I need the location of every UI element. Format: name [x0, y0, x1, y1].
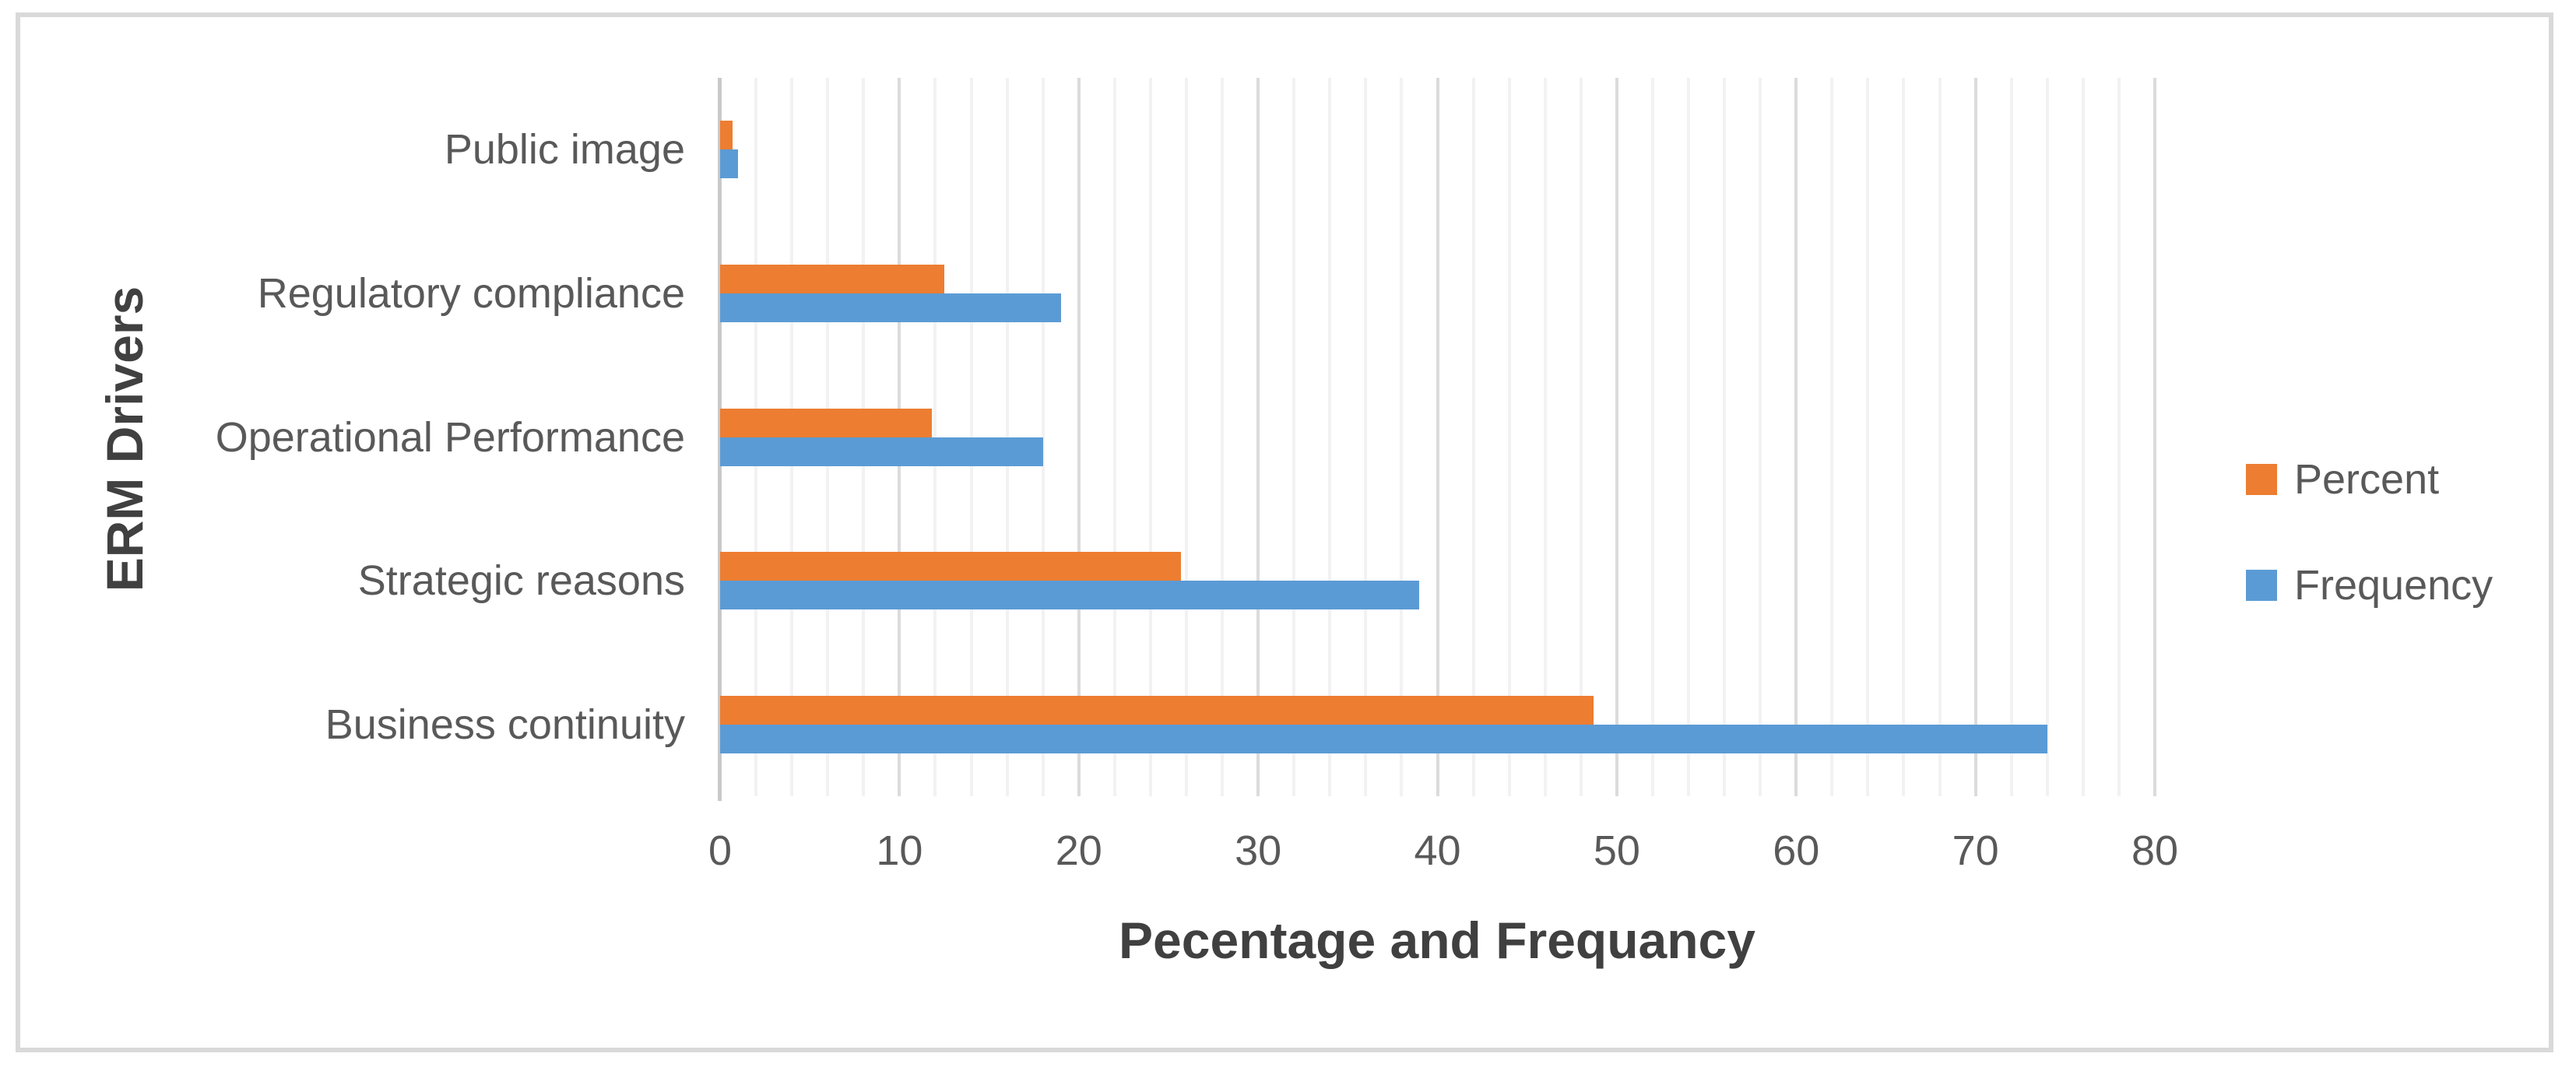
minor-gridline-44	[1507, 78, 1511, 796]
minor-gridline-68	[1938, 78, 1942, 796]
major-gridline-30	[1256, 78, 1260, 796]
minor-gridline-54	[1687, 78, 1691, 796]
tick-label-0: 0	[708, 827, 733, 874]
bar-percent-business-continuity	[720, 695, 1594, 725]
minor-gridline-42	[1471, 78, 1475, 796]
legend-label-percent: Percent	[2294, 456, 2440, 503]
category-label-public-image: Public image	[444, 126, 685, 174]
minor-gridline-18	[1041, 78, 1045, 796]
legend-label-frequency: Frequency	[2294, 562, 2493, 609]
bar-frequency-operational-performance	[720, 437, 1043, 466]
y-axis-title: ERM Drivers	[96, 286, 153, 592]
chart-frame-border	[16, 12, 2553, 1052]
tick-label-70: 70	[1952, 827, 1999, 874]
minor-gridline-76	[2081, 78, 2085, 796]
minor-gridline-38	[1400, 78, 1404, 796]
minor-gridline-78	[2117, 78, 2121, 796]
legend: Percent Frequency	[2246, 455, 2493, 609]
minor-gridline-36	[1364, 78, 1368, 796]
legend-entry-percent: Percent	[2246, 455, 2493, 504]
minor-gridline-48	[1579, 78, 1583, 796]
minor-gridline-72	[2009, 78, 2013, 796]
bar-percent-strategic-reasons	[720, 552, 1182, 581]
tick-label-40: 40	[1414, 827, 1461, 874]
category-label-regulatory-compliance: Regulatory compliance	[257, 269, 685, 317]
major-gridline-50	[1615, 78, 1618, 796]
minor-gridline-28	[1221, 78, 1225, 796]
bar-frequency-strategic-reasons	[720, 581, 1420, 610]
bar-percent-public-image	[720, 121, 733, 150]
major-gridline-80	[2153, 78, 2156, 796]
minor-gridline-64	[1866, 78, 1870, 796]
minor-gridline-26	[1184, 78, 1188, 796]
tick-label-60: 60	[1773, 827, 1820, 874]
bar-percent-regulatory-compliance	[720, 264, 944, 293]
bar-frequency-business-continuity	[720, 724, 2047, 753]
minor-gridline-32	[1292, 78, 1296, 796]
category-label-business-continuity: Business continuity	[325, 701, 685, 748]
tick-label-50: 50	[1593, 827, 1640, 874]
category-label-strategic-reasons: Strategic reasons	[357, 557, 685, 605]
tick-label-20: 20	[1055, 827, 1102, 874]
bar-frequency-regulatory-compliance	[720, 293, 1061, 322]
major-gridline-40	[1436, 78, 1439, 796]
legend-swatch-frequency	[2246, 570, 2277, 601]
tick-label-10: 10	[876, 827, 923, 874]
bar-percent-operational-performance	[720, 408, 932, 437]
minor-gridline-52	[1650, 78, 1654, 796]
x-axis-title: Pecentage and Frequancy	[1119, 911, 1755, 969]
minor-gridline-46	[1543, 78, 1547, 796]
minor-gridline-74	[2045, 78, 2049, 796]
minor-gridline-24	[1148, 78, 1152, 796]
major-gridline-60	[1794, 78, 1798, 796]
major-gridline-70	[1973, 78, 1977, 796]
minor-gridline-56	[1723, 78, 1727, 796]
minor-gridline-58	[1759, 78, 1762, 796]
legend-entry-frequency: Frequency	[2246, 561, 2493, 609]
major-gridline-20	[1077, 78, 1081, 796]
legend-swatch-percent	[2246, 464, 2277, 495]
category-axis-line	[718, 78, 722, 801]
tick-label-80: 80	[2131, 827, 2179, 874]
category-label-operational-performance: Operational Performance	[215, 413, 685, 461]
minor-gridline-62	[1830, 78, 1834, 796]
minor-gridline-34	[1328, 78, 1332, 796]
bar-frequency-public-image	[720, 149, 739, 179]
minor-gridline-22	[1112, 78, 1116, 796]
minor-gridline-66	[1902, 78, 1906, 796]
tick-label-30: 30	[1235, 827, 1282, 874]
